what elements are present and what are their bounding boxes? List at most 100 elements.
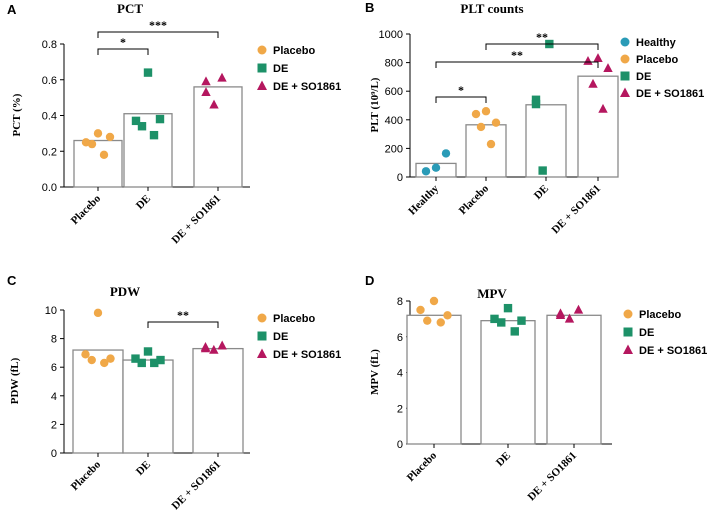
y-tick-label: 6 bbox=[51, 362, 57, 374]
data-point bbox=[209, 99, 219, 109]
legend-marker bbox=[620, 37, 630, 47]
significance-stars: * bbox=[120, 35, 126, 49]
y-tick-label: 800 bbox=[385, 58, 403, 70]
significance-stars: *** bbox=[149, 18, 167, 32]
legend-label: Placebo bbox=[639, 309, 681, 321]
y-tick-label: 8 bbox=[51, 334, 57, 346]
bar-de bbox=[122, 359, 174, 454]
x-tick-label: Healthy bbox=[406, 182, 441, 217]
panel-b: B PLT counts 0 200 400 600 800 1000 PLT (10⁹/L) H… bbox=[365, 0, 704, 236]
chart-title: PLT counts bbox=[460, 1, 523, 16]
data-point bbox=[87, 139, 97, 149]
legend-label: DE bbox=[273, 63, 288, 75]
y-tick-label: 2 bbox=[397, 403, 403, 415]
data-point bbox=[423, 316, 432, 325]
bar-placebo bbox=[73, 139, 123, 188]
y-tick-label: 0.8 bbox=[42, 39, 57, 51]
legend-marker bbox=[623, 327, 633, 337]
legend-marker bbox=[623, 309, 633, 319]
data-point bbox=[87, 355, 96, 365]
legend-label: Placebo bbox=[273, 313, 315, 325]
bar-de-so1861 bbox=[546, 314, 602, 445]
data-point bbox=[217, 340, 227, 350]
legend-label: DE + SO1861 bbox=[636, 88, 704, 100]
chart-title: PCT bbox=[117, 1, 143, 16]
legend-label: DE + SO1861 bbox=[273, 349, 341, 361]
data-point bbox=[531, 99, 541, 109]
significance-stars: ** bbox=[511, 48, 523, 62]
data-point bbox=[137, 358, 146, 368]
bar-de-so1861 bbox=[192, 347, 244, 454]
data-point bbox=[555, 310, 566, 319]
data-point bbox=[93, 308, 103, 318]
data-point bbox=[481, 107, 491, 116]
y-tick-label: 600 bbox=[385, 86, 403, 98]
data-point bbox=[429, 296, 439, 306]
panel-a: A PCT 0.0 0.2 0.4 0.6 0.8 PCT (%) Placebo DE DE + … bbox=[7, 1, 341, 246]
panel-letter: D bbox=[365, 273, 374, 288]
x-tick-label: Placebo bbox=[69, 458, 104, 493]
x-tick-label: DE bbox=[494, 450, 513, 469]
data-point bbox=[436, 318, 445, 327]
significance-bracket bbox=[97, 31, 219, 38]
data-point bbox=[476, 122, 486, 132]
x-tick-label: DE + SO1861 bbox=[526, 450, 580, 504]
legend-marker bbox=[623, 344, 633, 354]
legend-marker bbox=[257, 313, 267, 323]
legend-marker bbox=[257, 348, 267, 358]
legend-label: Placebo bbox=[636, 54, 678, 66]
data-point bbox=[603, 63, 613, 73]
x-tick-label: DE + SO1861 bbox=[170, 459, 224, 513]
y-tick-label: 4 bbox=[397, 368, 403, 380]
y-tick-label: 200 bbox=[385, 143, 403, 155]
x-tick-label: DE bbox=[134, 459, 153, 478]
data-point bbox=[490, 314, 499, 324]
chart-title: MPV bbox=[477, 286, 507, 301]
data-point bbox=[503, 303, 513, 313]
x-tick-label: DE + SO1861 bbox=[550, 183, 604, 237]
y-tick-label: 1000 bbox=[379, 29, 403, 41]
y-tick-label: 10 bbox=[45, 305, 57, 317]
bar-placebo bbox=[406, 314, 462, 445]
y-tick-label: 0 bbox=[51, 448, 57, 460]
y-tick-label: 0.2 bbox=[42, 146, 57, 158]
x-tick-label: Placebo bbox=[69, 192, 104, 227]
x-tick-label: DE bbox=[134, 193, 153, 212]
legend-marker bbox=[620, 54, 630, 64]
data-point bbox=[100, 358, 109, 368]
data-point bbox=[200, 343, 211, 353]
data-point bbox=[143, 68, 153, 77]
data-point bbox=[531, 95, 541, 104]
data-point bbox=[93, 129, 103, 138]
bar-placebo bbox=[465, 124, 507, 178]
data-point bbox=[217, 72, 227, 82]
y-tick-label: 0 bbox=[397, 439, 403, 451]
bar-de-so1861 bbox=[193, 86, 243, 188]
data-point bbox=[471, 109, 481, 119]
legend-marker bbox=[257, 45, 267, 55]
data-point bbox=[593, 53, 603, 63]
y-tick-label: 2 bbox=[51, 419, 57, 431]
legend-marker bbox=[257, 331, 267, 341]
significance-bracket bbox=[435, 96, 487, 103]
data-point bbox=[510, 327, 519, 336]
data-point bbox=[143, 347, 153, 356]
significance-bracket bbox=[97, 48, 149, 55]
legend-marker bbox=[620, 87, 630, 97]
data-point bbox=[598, 103, 608, 113]
data-point bbox=[416, 305, 425, 315]
panel-letter: A bbox=[7, 2, 17, 17]
data-point bbox=[443, 311, 452, 320]
legend-label: DE + SO1861 bbox=[273, 81, 341, 93]
legend-marker bbox=[257, 63, 267, 73]
data-point bbox=[149, 130, 159, 140]
data-point bbox=[583, 55, 593, 65]
significance-bracket bbox=[435, 61, 599, 68]
y-tick-label: 0.6 bbox=[42, 75, 57, 87]
data-point bbox=[497, 318, 506, 327]
y-tick-label: 4 bbox=[51, 391, 57, 403]
chart-title: PDW bbox=[110, 284, 140, 299]
y-tick-label: 8 bbox=[397, 296, 403, 308]
x-tick-label: DE bbox=[532, 183, 551, 202]
